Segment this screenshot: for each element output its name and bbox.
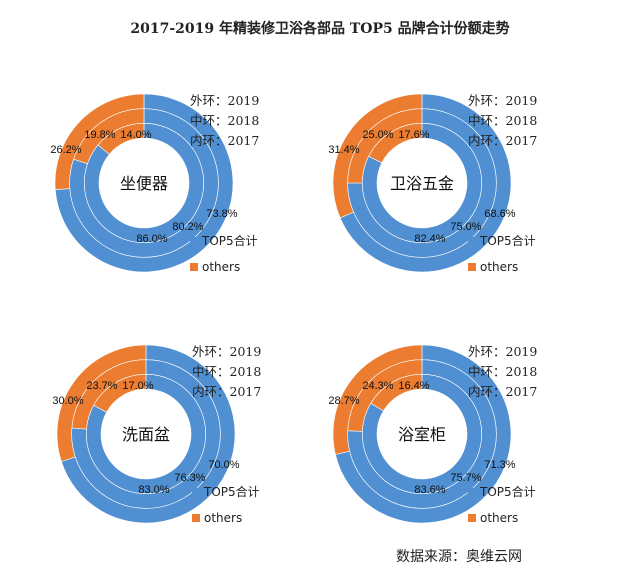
top5-data-label-2017: 86.0% [136, 233, 167, 245]
legend-swatch [190, 236, 198, 245]
donut-chart-2: 68.6% 31.4% 75.0% 25.0% 82.4% 17.6% 卫浴五金 外环：201… [278, 0, 598, 274]
legend-swatch [468, 263, 476, 271]
others-data-label-2018: 24.3% [362, 380, 393, 392]
others-slice-2017 [97, 123, 145, 155]
ring-year-label: 外环：2019 [192, 344, 262, 359]
legend-item-others: others [468, 260, 518, 274]
others-data-label-2019: 28.7% [328, 395, 359, 407]
center-label: 浴室柜 [398, 425, 446, 444]
ring-year-label: 内环：2017 [190, 133, 260, 148]
top5-data-label-2018: 75.0% [450, 221, 481, 233]
donut-svg: 70.0% 30.0% 76.3% 23.7% 83.0% 17.0% 洗面盆 [52, 344, 240, 524]
ring-year-label: 外环：2019 [468, 344, 538, 359]
top5-data-label-2019: 73.8% [206, 208, 237, 220]
top5-slice-2017 [84, 123, 204, 243]
data-source: 数据来源：奥维云网 [396, 549, 522, 565]
others-data-label-2017: 14.0% [120, 129, 151, 141]
legend-label: others [480, 260, 519, 274]
legend-item-top5: TOP5合计 [190, 232, 258, 249]
legend-label: TOP5合计 [202, 234, 258, 248]
others-data-label-2018: 19.8% [84, 129, 115, 141]
ring-year-label: 内环：2017 [468, 384, 538, 399]
others-data-label-2018: 25.0% [362, 129, 393, 141]
others-slice-2017 [370, 374, 423, 412]
chart-title: 2017-2019 年精装修卫浴各部品 TOP5 品牌合计份额走势 [130, 21, 510, 37]
top5-data-label-2017: 83.6% [414, 484, 445, 496]
legend-swatch [468, 236, 476, 245]
ring-year-label: 中环：2018 [190, 113, 260, 128]
others-data-label-2017: 16.4% [398, 380, 429, 392]
ring-year-label: 内环：2017 [468, 133, 538, 148]
legend-item-top5: TOP5合计 [468, 232, 536, 249]
top5-data-label-2018: 75.7% [450, 472, 481, 484]
top5-slice-2017 [86, 374, 206, 494]
others-data-label-2019: 31.4% [328, 144, 359, 156]
legend-label: TOP5合计 [480, 234, 536, 248]
top5-data-label-2019: 68.6% [484, 208, 515, 220]
donut-svg: 71.3% 28.7% 75.7% 24.3% 83.6% 16.4% 浴室柜 [328, 344, 516, 524]
top5-data-label-2019: 70.0% [208, 459, 239, 471]
center-label: 洗面盆 [122, 425, 170, 444]
ring-year-label: 内环：2017 [192, 384, 262, 399]
legend-item-others: others [468, 511, 518, 525]
legend-item-others: others [190, 260, 240, 274]
legend-item-top5: TOP5合计 [192, 483, 260, 500]
donut-svg: 68.6% 31.4% 75.0% 25.0% 82.4% 17.6% 卫浴五金 [328, 93, 516, 273]
ring-year-label: 中环：2018 [468, 364, 538, 379]
top5-data-label-2019: 71.3% [484, 459, 515, 471]
donut-chart-3: 70.0% 30.0% 76.3% 23.7% 83.0% 17.0% 洗面盆 外环：2019… [2, 251, 322, 525]
top5-slice-2017 [362, 123, 482, 243]
ring-year-label: 外环：2019 [468, 93, 538, 108]
top5-data-label-2017: 82.4% [414, 233, 445, 245]
others-slice-2017 [93, 374, 147, 413]
others-slice-2017 [368, 123, 423, 164]
legend-label: others [480, 511, 519, 525]
legend-label: TOP5合计 [204, 485, 260, 499]
donut-svg: 73.8% 26.2% 80.2% 19.8% 86.0% 14.0% 坐便器 [50, 93, 238, 273]
ring-year-label: 外环：2019 [190, 93, 260, 108]
legend-label: TOP5合计 [480, 485, 536, 499]
legend-swatch [192, 514, 200, 522]
legend-label: others [202, 260, 241, 274]
legend-item-top5: TOP5合计 [468, 483, 536, 500]
others-data-label-2019: 26.2% [50, 144, 81, 156]
others-data-label-2017: 17.6% [398, 129, 429, 141]
others-data-label-2019: 30.0% [52, 395, 83, 407]
others-data-label-2018: 23.7% [86, 380, 117, 392]
donut-chart-1: 73.8% 26.2% 80.2% 19.8% 86.0% 14.0% 坐便器 外环：2019… [0, 0, 320, 274]
legend-swatch [192, 487, 200, 496]
legend-swatch [468, 487, 476, 496]
ring-year-label: 中环：2018 [192, 364, 262, 379]
legend-swatch [190, 263, 198, 271]
donut-chart-4: 71.3% 28.7% 75.7% 24.3% 83.6% 16.4% 浴室柜 外环：2019… [278, 251, 598, 525]
others-data-label-2017: 17.0% [122, 380, 153, 392]
ring-year-label: 中环：2018 [468, 113, 538, 128]
top5-data-label-2018: 80.2% [172, 221, 203, 233]
center-label: 坐便器 [120, 174, 168, 193]
center-label: 卫浴五金 [390, 174, 454, 193]
legend-item-others: others [192, 511, 242, 525]
top5-data-label-2018: 76.3% [174, 472, 205, 484]
legend-swatch [468, 514, 476, 522]
top5-data-label-2017: 83.0% [138, 484, 169, 496]
legend-label: others [204, 511, 243, 525]
top5-slice-2017 [362, 374, 482, 494]
